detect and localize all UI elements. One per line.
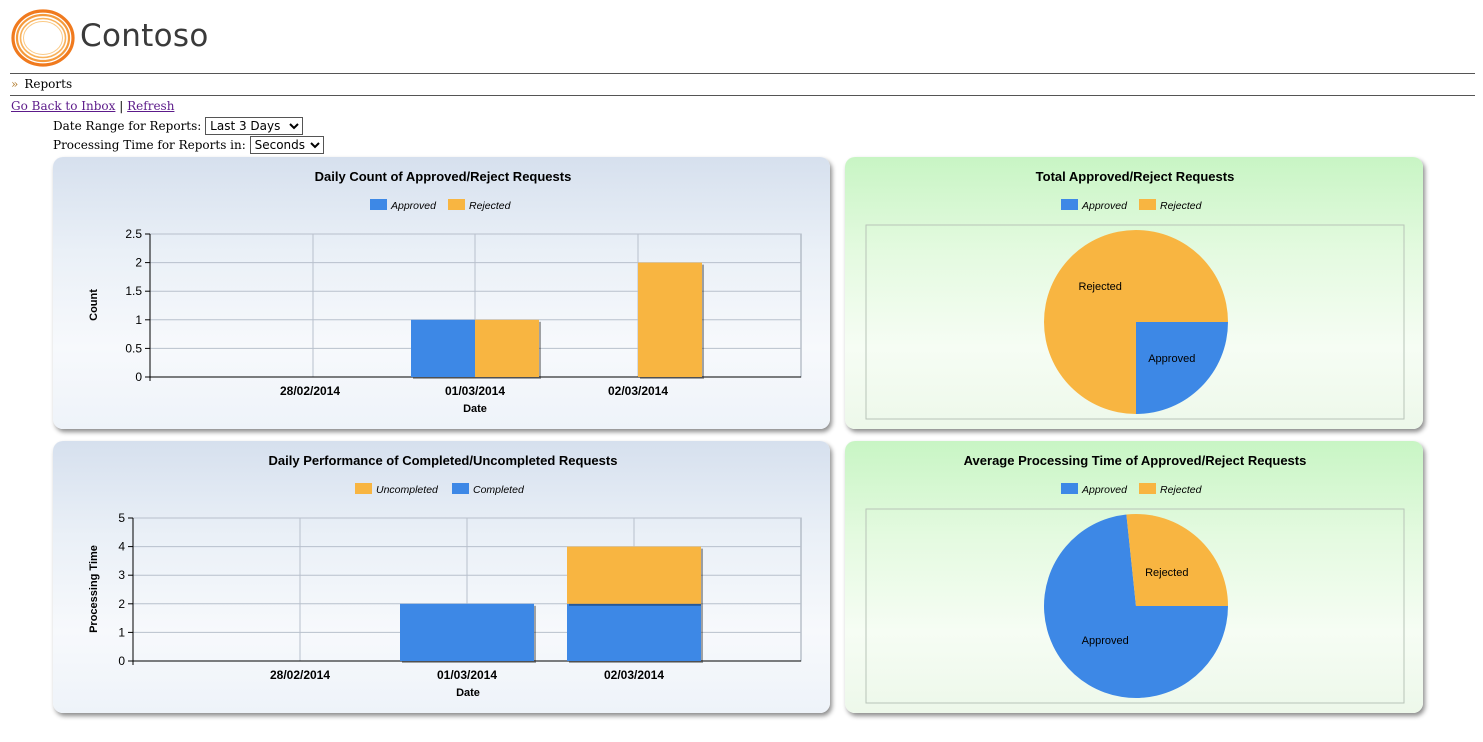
chart-title: Total Approved/Reject Requests: [1036, 169, 1235, 184]
pie: Approved Rejected: [1044, 514, 1228, 698]
legend-label-rejected: Rejected: [1160, 200, 1203, 212]
x-tick-label: 02/03/2014: [608, 384, 668, 398]
legend-label-completed: Completed: [473, 484, 525, 496]
header-divider: [10, 73, 1475, 74]
pie-label-approved: Approved: [1148, 353, 1195, 365]
y-tick-label: 2: [118, 597, 125, 611]
y-axis-label: Count: [88, 289, 100, 321]
legend-swatch-approved: [1061, 199, 1078, 210]
date-range-select[interactable]: Last 3 Days: [205, 117, 304, 135]
pie-label-rejected: Rejected: [1145, 567, 1188, 579]
action-links: Go Back to Inbox | Refresh: [11, 99, 174, 113]
contoso-logo-icon: [11, 9, 75, 67]
date-range-control: Date Range for Reports: Last 3 Days: [53, 117, 304, 135]
pie: Approved Rejected: [1044, 230, 1228, 414]
total-requests-chart: Total Approved/Reject Requests Approved …: [865, 169, 1405, 420]
header: Contoso: [0, 0, 1483, 72]
x-tick-label: 28/02/2014: [280, 384, 340, 398]
processing-time-select[interactable]: Seconds: [249, 136, 324, 154]
plot-area: [865, 508, 1405, 704]
x-tick-label: 02/03/2014: [604, 668, 664, 682]
legend-swatch-rejected: [1139, 199, 1156, 210]
x-tick-label: 01/03/2014: [445, 384, 505, 398]
chart-title: Daily Performance of Completed/Uncomplet…: [269, 453, 618, 468]
pie-label-approved: Approved: [1082, 635, 1129, 647]
legend-label-rejected: Rejected: [1160, 484, 1203, 496]
y-tick-label: 5: [118, 511, 125, 525]
y-tick-label: 1: [135, 313, 142, 327]
legend-swatch-rejected: [1139, 483, 1156, 494]
y-tick-label: 1: [118, 625, 125, 639]
y-axis-label: Processing Time: [88, 545, 100, 633]
bars: [411, 262, 704, 379]
y-tick-label: 3: [118, 568, 125, 582]
bar-completed-1: [400, 603, 534, 661]
y-tick-label: 0.5: [125, 341, 142, 355]
average-processing-chart: Average Processing Time of Approved/Reje…: [865, 453, 1405, 704]
total-requests-chart-panel: Total Approved/Reject Requests Approved …: [845, 157, 1423, 429]
y-tick-label: 1.5: [125, 284, 142, 298]
logo-text: Contoso: [80, 18, 209, 54]
breadcrumb-label: Reports: [24, 77, 73, 91]
daily-count-chart: Daily Count of Approved/Reject Requests …: [88, 169, 802, 415]
chart-title: Average Processing Time of Approved/Reje…: [964, 453, 1307, 468]
bars: [400, 546, 703, 663]
refresh-link[interactable]: Refresh: [127, 99, 175, 113]
pie-slice-approved: [1044, 514, 1228, 698]
bar-uncompleted-2: [567, 546, 701, 604]
legend-label-approved: Approved: [1081, 200, 1128, 212]
date-range-label: Date Range for Reports:: [53, 119, 202, 133]
bar-completed-2: [567, 603, 701, 661]
x-ticks: 28/02/2014 01/03/2014 02/03/2014: [280, 384, 668, 398]
y-tick-label: 0: [135, 370, 142, 384]
bar-approved-1: [411, 319, 475, 377]
y-tick-label: 4: [118, 540, 125, 554]
breadcrumb: » Reports: [11, 77, 72, 91]
legend-swatch-approved: [370, 199, 387, 210]
go-back-to-inbox-link[interactable]: Go Back to Inbox: [11, 99, 116, 113]
link-separator: |: [119, 99, 124, 113]
pie-slice-approved: [1136, 322, 1228, 414]
pie-slice-rejected: [1126, 514, 1228, 606]
legend-swatch-completed: [452, 483, 469, 494]
legend: Approved Rejected: [1061, 199, 1203, 212]
legend-swatch-approved: [1061, 483, 1078, 494]
breadcrumb-chevron-icon: »: [11, 77, 19, 91]
y-tick-label: 2: [135, 256, 142, 270]
x-tick-label: 28/02/2014: [270, 668, 330, 682]
x-tick-label: 01/03/2014: [437, 668, 497, 682]
processing-time-label: Processing Time for Reports in:: [53, 138, 246, 152]
x-axis-label: Date: [456, 687, 480, 699]
pie-label-rejected: Rejected: [1079, 281, 1122, 293]
chart-title: Daily Count of Approved/Reject Requests: [315, 169, 572, 184]
y-tick-label: 0: [118, 654, 125, 668]
legend-label-rejected: Rejected: [469, 200, 512, 212]
bar-rejected-2: [638, 262, 702, 377]
legend-label-approved: Approved: [390, 200, 437, 212]
y-tick-label: 2.5: [125, 227, 142, 241]
legend: Approved Rejected: [1061, 483, 1203, 496]
pie-slice-rejected: [1044, 230, 1228, 414]
legend: Approved Rejected: [370, 199, 512, 212]
legend-swatch-rejected: [448, 199, 465, 210]
daily-count-chart-panel: Daily Count of Approved/Reject Requests …: [53, 157, 830, 429]
daily-performance-chart: Daily Performance of Completed/Uncomplet…: [88, 453, 802, 699]
daily-performance-chart-panel: Daily Performance of Completed/Uncomplet…: [53, 441, 830, 713]
plot-area: [865, 224, 1405, 420]
breadcrumb-divider: [10, 95, 1475, 96]
legend-swatch-uncompleted: [355, 483, 372, 494]
processing-time-control: Processing Time for Reports in: Seconds: [53, 136, 324, 154]
legend-label-uncompleted: Uncompleted: [376, 484, 439, 496]
bar-rejected-1: [475, 319, 539, 377]
legend: Uncompleted Completed: [355, 483, 525, 496]
legend-label-approved: Approved: [1081, 484, 1128, 496]
x-ticks: 28/02/2014 01/03/2014 02/03/2014: [270, 668, 664, 682]
average-processing-chart-panel: Average Processing Time of Approved/Reje…: [845, 441, 1423, 713]
x-axis-label: Date: [463, 403, 487, 415]
